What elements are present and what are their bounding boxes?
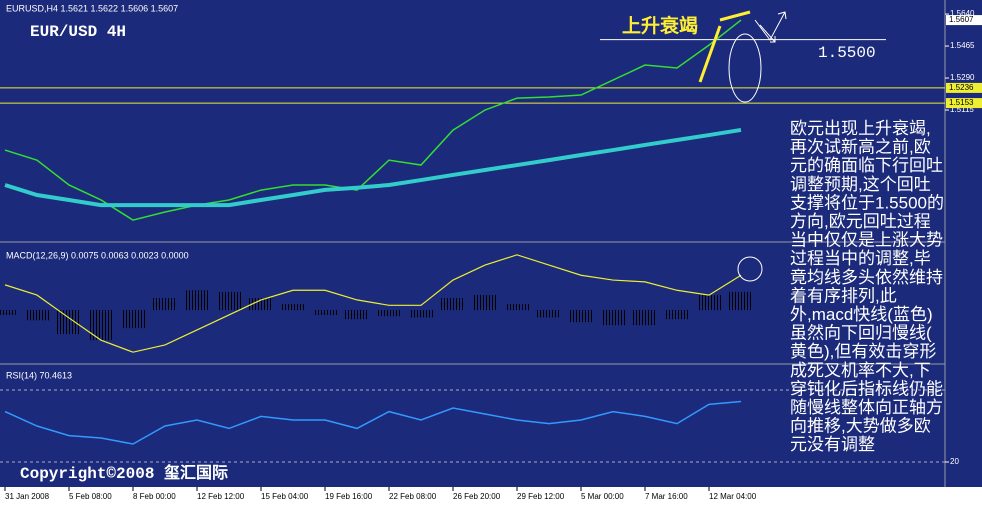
y-tick-label: 20 (950, 457, 959, 466)
histogram-bar (25, 310, 49, 321)
histogram-bar (217, 292, 241, 311)
commentary-line: 虽然向下回归慢线( (790, 323, 932, 343)
line-series (4, 254, 742, 353)
histogram-bar (665, 310, 689, 320)
histogram-bar (697, 295, 721, 311)
x-tick-label: 26 Feb 20:00 (453, 492, 501, 501)
price-tag-label: 1.5153 (949, 98, 974, 107)
y-tick-label: 1.5115 (950, 105, 974, 114)
histogram-bar (537, 310, 561, 318)
chart-title: EUR/USD 4H (30, 23, 126, 41)
histogram-bar (249, 298, 273, 311)
x-tick-label: 19 Feb 16:00 (325, 492, 373, 501)
y-tick-label: 1.5290 (950, 73, 975, 82)
x-tick-label: 12 Mar 04:00 (709, 492, 757, 501)
price-tag (946, 82, 982, 93)
copyright: Copyright©2008 玺汇国际 (20, 463, 228, 483)
histogram-bar (633, 310, 657, 326)
commentary-line: 着有序排列,此 (790, 287, 897, 306)
annotation: 上升衰竭 (622, 14, 698, 37)
annotation-line (698, 25, 722, 83)
commentary-line: 再次试新高之前,欧 (790, 138, 931, 157)
histogram-bar (89, 310, 113, 341)
price-tag-label: 1.5607 (949, 15, 974, 24)
commentary-line: 向推移,大势做多欧 (790, 417, 931, 436)
y-tick-label: 1.5640 (950, 9, 975, 18)
histogram-bar (441, 298, 465, 311)
commentary-line: 调整预期,这个回吐 (790, 175, 931, 194)
histogram-bar (569, 310, 593, 323)
commentary-line: 元的确面临下行回吐 (790, 157, 943, 176)
histogram-bar (601, 310, 625, 326)
commentary-line: 方向,欧元回吐过程 (790, 212, 931, 231)
line-series (4, 127, 742, 208)
price-tag (946, 98, 982, 109)
x-tick-label: 5 Mar 00:00 (581, 492, 624, 501)
histogram-bar (0, 310, 17, 315)
arrow (759, 24, 776, 43)
histogram-bar (377, 310, 401, 317)
commentary-line: 竟均线多头依然维持 (790, 268, 943, 287)
price-tag (946, 15, 982, 26)
commentary: 欧元出现上升衰竭,再次试新高之前,欧元的确面临下行回吐调整预期,这个回吐支撑将位… (790, 119, 944, 454)
line-series (4, 19, 742, 221)
x-tick-label: 31 Jan 2008 (5, 492, 50, 501)
histogram-bar (409, 310, 433, 318)
macd-header: MACD(12,26,9) 0.0075 0.0063 0.0023 0.000… (6, 250, 189, 260)
histogram-bar (121, 310, 145, 329)
symbol-header: EURUSD,H4 1.5621 1.5622 1.5606 1.5607 (6, 3, 178, 13)
commentary-line: 过程当中的调整,毕 (790, 250, 931, 269)
arrow (754, 11, 787, 41)
x-tick-label: 15 Feb 04:00 (261, 492, 309, 501)
commentary-line: 随慢线整体向正轴方 (790, 397, 943, 417)
highlight-circle (737, 256, 763, 282)
x-tick-label: 29 Feb 12:00 (517, 492, 565, 501)
commentary-line: 黄色),但有效击穿形 (790, 343, 936, 362)
x-tick-label: 12 Feb 12:00 (197, 492, 245, 501)
commentary-line: 当中仅仅是上涨大势 (790, 231, 943, 250)
highlight-ellipse (728, 33, 762, 103)
histogram-bar (473, 295, 497, 311)
commentary-line: 成死叉机率不大,下 (790, 361, 931, 380)
histogram-bar (345, 310, 369, 320)
commentary-line: 欧元出现上升衰竭, (790, 119, 931, 138)
histogram-bar (185, 290, 209, 311)
commentary-line: 外,macd快线(蓝色) (790, 305, 933, 324)
commentary-line: 元没有调整 (790, 436, 875, 455)
x-tick-label: 5 Feb 08:00 (69, 492, 112, 501)
histogram-bar (505, 304, 529, 311)
line-series (4, 400, 742, 445)
histogram-bar (313, 310, 337, 315)
histogram-bar (281, 304, 305, 311)
x-axis-strip (0, 487, 982, 508)
histogram-bar (729, 292, 753, 311)
commentary-line: 支撑将位于1.5500的 (790, 194, 944, 213)
commentary-line: 穿钝化后指标线仍能 (790, 380, 943, 399)
x-tick-label: 7 Mar 16:00 (645, 492, 688, 501)
y-tick-label: 1.5465 (950, 41, 975, 50)
annotation-line (719, 10, 751, 22)
histogram-bar (57, 310, 81, 335)
support-label: 1.5500 (818, 44, 876, 62)
rsi-header: RSI(14) 70.4613 (6, 370, 72, 380)
x-tick-label: 8 Feb 00:00 (133, 492, 176, 501)
price-tag-label: 1.5236 (949, 83, 974, 92)
histogram-bar (153, 298, 177, 311)
x-tick-label: 22 Feb 08:00 (389, 492, 437, 501)
